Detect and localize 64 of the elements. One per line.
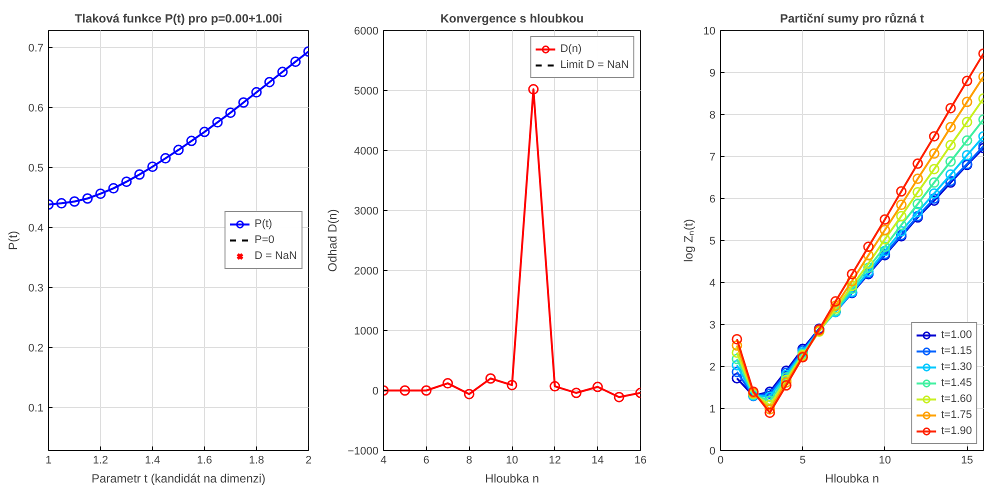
x-tick-label: 12 [548, 454, 561, 466]
legend-label: t=1.75 [941, 408, 972, 423]
legend-label: D = NaN [254, 249, 297, 264]
legend-label: P=0 [254, 233, 274, 248]
x-tick-label: 2 [305, 454, 312, 466]
x-tick-label: 5 [800, 454, 806, 466]
y-tick-label: 0.3 [28, 282, 44, 294]
y-tick-label: 10 [703, 26, 716, 38]
x-tick-label: 16 [634, 454, 647, 466]
x-tick-label: 1.2 [92, 454, 108, 466]
y-tick-label: 0 [372, 386, 379, 398]
x-tick-label: 1 [45, 454, 52, 466]
y-tick-label: 0.1 [28, 402, 44, 414]
legend-label: Limit D = NaN [560, 58, 629, 73]
legend-label: P(t) [254, 217, 274, 232]
x-tick-label: 1.6 [196, 454, 212, 466]
y-tick-label: 2000 [354, 266, 379, 278]
y-tick-label: 5 [709, 236, 716, 248]
y-tick-label: 9 [709, 68, 716, 80]
x-tick-label: 10 [506, 454, 518, 466]
y-tick-label: 3 [709, 320, 716, 332]
y-tick-label: 5000 [354, 86, 379, 98]
x-axis-title: Hloubka n [484, 472, 540, 486]
x-axis-title: Hloubka n [824, 472, 880, 486]
chart-title: Tlaková funkce P(t) pro p=0.00+1.00i [74, 12, 282, 26]
x-tick-label: 15 [960, 454, 974, 466]
y-tick-label: 0.5 [28, 162, 44, 174]
y-tick-label: 8 [709, 110, 716, 122]
y-tick-label: 4 [709, 278, 716, 290]
y-tick-label: 6 [709, 194, 716, 206]
x-axis-title: Parametr t (kandidát na dimenzi) [91, 472, 266, 486]
y-axis-title: log Zₙ(t) [681, 218, 696, 262]
legend-label: t=1.60 [941, 392, 972, 407]
legend-label: D(n) [560, 42, 582, 57]
y-tick-label: 4000 [354, 146, 379, 158]
chart-title: Konvergence s hloubkou [440, 12, 584, 26]
y-tick-label: 2 [709, 362, 716, 374]
y-axis-title: Odhad D(n) [326, 209, 340, 272]
y-axis-title: P(t) [6, 230, 20, 250]
y-tick-label: 0 [709, 446, 716, 458]
x-tick-label: 4 [380, 454, 387, 466]
legend-label: t=1.15 [941, 344, 972, 359]
x-tick-label: 14 [592, 454, 604, 466]
y-tick-label: 3000 [354, 206, 379, 218]
x-tick-label: 0 [717, 454, 724, 466]
y-tick-label: 0.7 [28, 42, 44, 54]
legend-label: t=1.30 [941, 360, 972, 375]
x-tick-label: 1.4 [144, 454, 160, 466]
legend-label: t=1.45 [941, 376, 972, 391]
x-tick-label: 6 [423, 454, 430, 466]
y-tick-label: 1 [709, 404, 716, 416]
y-tick-label: 1000 [354, 326, 379, 338]
y-tick-label: 0.2 [28, 342, 44, 354]
legend-label: t=1.00 [941, 328, 972, 343]
x-tick-label: 1.8 [248, 454, 264, 466]
legend-label: t=1.90 [941, 424, 972, 439]
x-tick-label: 8 [466, 454, 472, 466]
x-tick-label: 10 [878, 454, 892, 466]
y-tick-label: 7 [709, 152, 716, 164]
chart-title: Partiční sumy pro různá t [780, 12, 924, 26]
y-tick-label: 0.6 [28, 102, 44, 114]
y-tick-label: −1000 [348, 446, 379, 458]
y-tick-label: 0.4 [28, 222, 44, 234]
y-tick-label: 6000 [354, 26, 379, 38]
